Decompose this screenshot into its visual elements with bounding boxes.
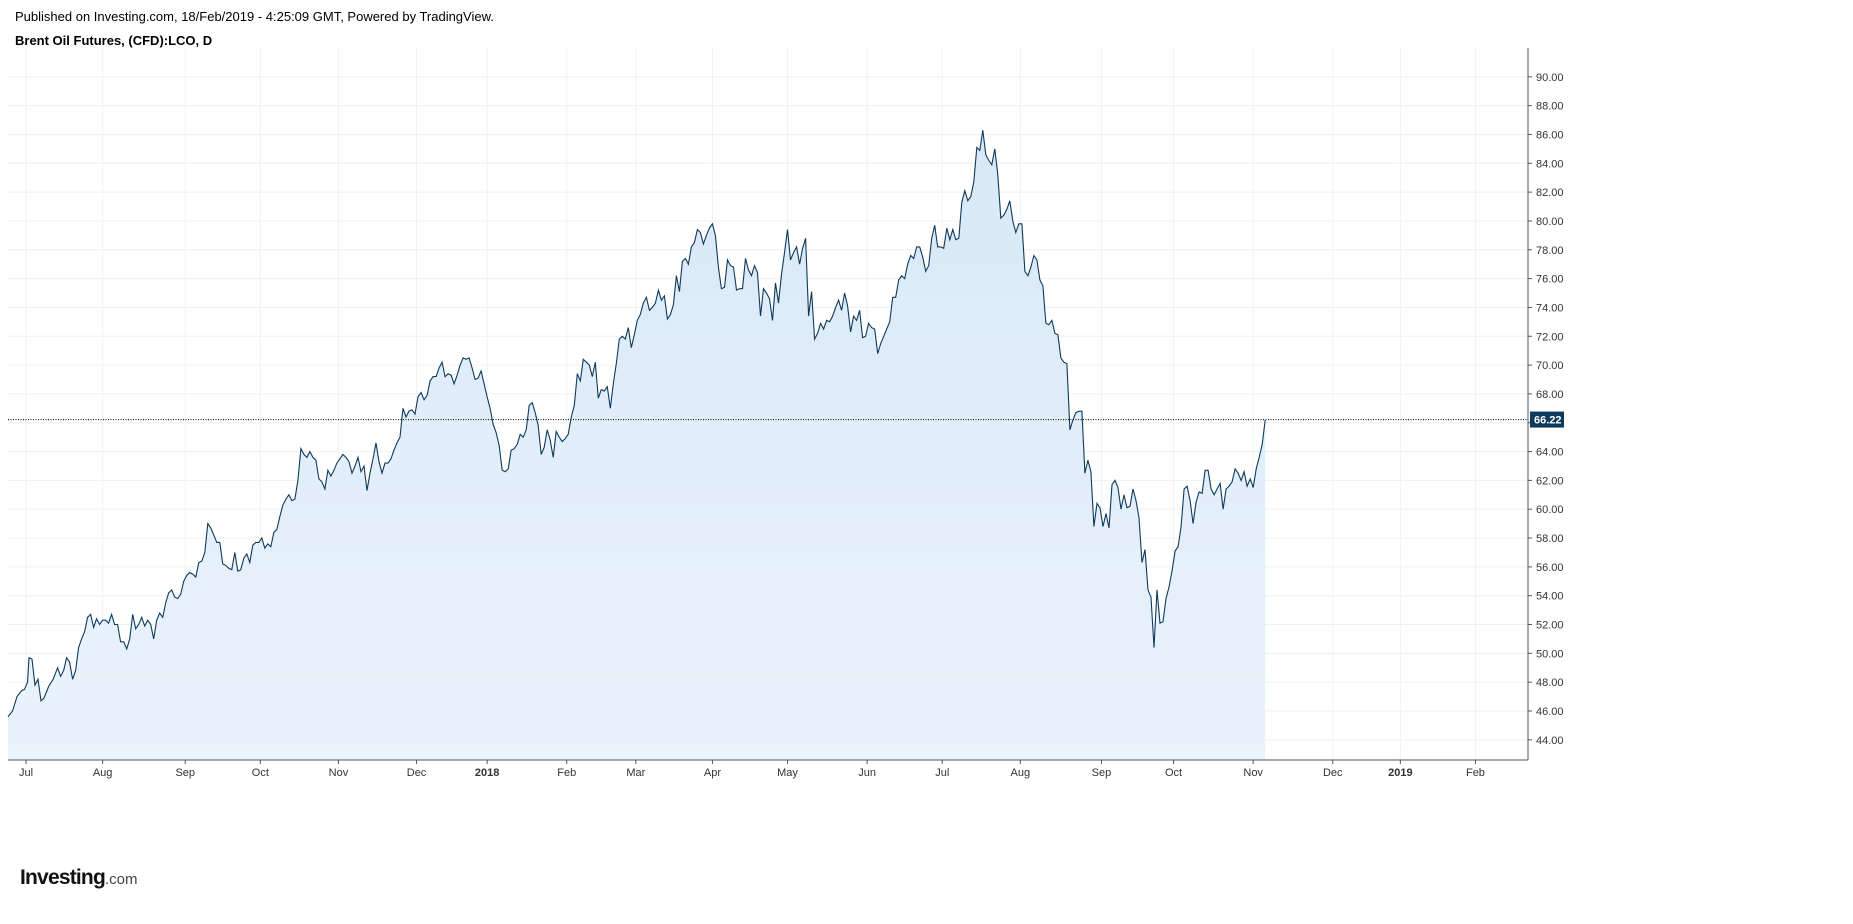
x-tick-label: Sep (1092, 767, 1112, 779)
y-tick-label: 76.00 (1536, 274, 1564, 286)
y-tick-label: 44.00 (1536, 735, 1564, 747)
symbol-title: Brent Oil Futures, (CFD):LCO, D (15, 33, 213, 48)
x-tick-label: Feb (557, 767, 576, 779)
x-tick-label: 2019 (1388, 767, 1412, 779)
x-tick-label: Feb (1466, 767, 1485, 779)
y-tick-label: 64.00 (1536, 447, 1564, 459)
investing-logo: Investing.com (20, 866, 138, 890)
y-tick-label: 70.00 (1536, 360, 1564, 372)
x-tick-label: Jul (935, 767, 949, 779)
last-price-badge-bg (1530, 411, 1564, 428)
x-tick-label: May (777, 767, 798, 779)
y-tick-label: 60.00 (1536, 504, 1564, 516)
y-tick-label: 56.00 (1536, 562, 1564, 574)
x-tick-label: Mar (626, 767, 645, 779)
published-caption: Published on Investing.com, 18/Feb/2019 … (15, 9, 494, 24)
x-tick-label: Nov (1243, 767, 1263, 779)
y-tick-label: 52.00 (1536, 620, 1564, 632)
price-area (8, 130, 1266, 760)
x-tick-label: Aug (93, 767, 113, 779)
x-tick-label: Aug (1011, 767, 1031, 779)
x-tick-label: Oct (252, 767, 269, 779)
y-tick-label: 78.00 (1536, 245, 1564, 257)
y-tick-label: 74.00 (1536, 302, 1564, 314)
y-tick-label: 86.00 (1536, 129, 1564, 141)
x-tick-label: Nov (329, 767, 349, 779)
y-tick-label: 88.00 (1536, 101, 1564, 113)
x-tick-label: Dec (407, 767, 427, 779)
x-tick-label: Jun (858, 767, 876, 779)
x-tick-label: 2018 (475, 767, 499, 779)
y-tick-label: 62.00 (1536, 475, 1564, 487)
price-line (7, 130, 1266, 718)
logo-suffix: .com (104, 871, 138, 888)
x-tick-label: Oct (1165, 767, 1182, 779)
x-axis-ticks: Jul Aug Sep Oct Nov Dec 2018 Feb Mar Apr May Jun Jul… (19, 760, 1485, 779)
y-tick-label: 72.00 (1536, 331, 1564, 343)
x-tick-label: Dec (1323, 767, 1343, 779)
y-tick-label: 82.00 (1536, 187, 1564, 199)
x-tick-label: Jul (19, 767, 33, 779)
y-axis-ticks: 44.00 46.00 48.00 50.00 52.00 54.00 56.00 58.00… (1528, 72, 1564, 747)
x-tick-label: Apr (704, 767, 721, 779)
y-tick-label: 68.00 (1536, 389, 1564, 401)
y-tick-label: 80.00 (1536, 216, 1564, 228)
x-tick-label: Sep (175, 767, 195, 779)
last-price-badge: 66.22 (1530, 411, 1564, 428)
y-tick-label: 58.00 (1536, 533, 1564, 545)
y-tick-label: 46.00 (1536, 706, 1564, 718)
y-tick-label: 84.00 (1536, 158, 1564, 170)
y-tick-label: 48.00 (1536, 677, 1564, 689)
y-tick-label: 90.00 (1536, 72, 1564, 84)
logo-brand: Investing (20, 866, 106, 889)
y-tick-label: 54.00 (1536, 591, 1564, 603)
y-tick-label: 50.00 (1536, 648, 1564, 660)
last-price-value: 66.22 (1534, 415, 1562, 427)
